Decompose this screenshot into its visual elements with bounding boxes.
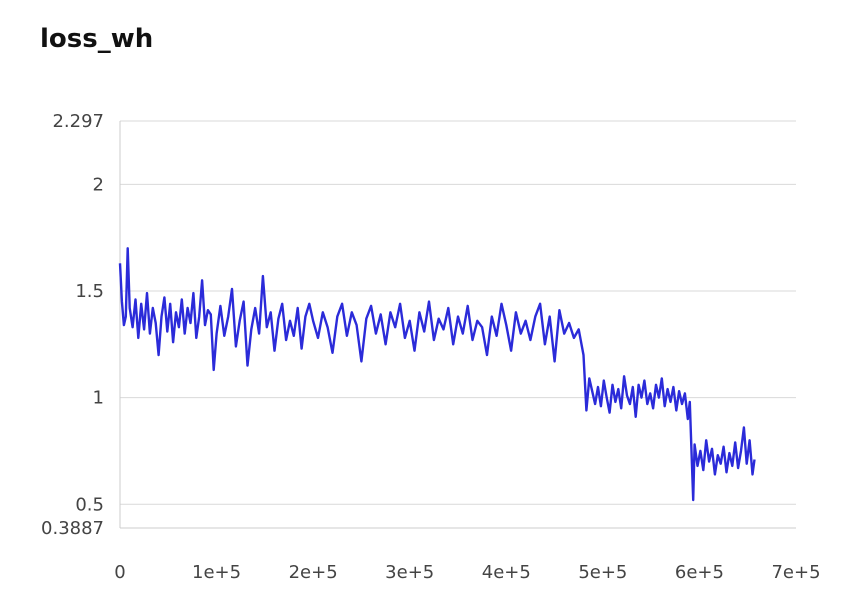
x-tick-label: 6e+5	[675, 562, 724, 583]
y-tick-label: 1	[93, 388, 104, 409]
x-tick-label: 5e+5	[578, 562, 627, 583]
y-tick-label: 2	[93, 174, 104, 195]
x-tick-label: 7e+5	[771, 562, 820, 583]
y-tick-label: 0.5	[75, 494, 104, 515]
series-line	[118, 247, 756, 502]
x-tick-label: 1e+5	[192, 562, 241, 583]
chart-title: loss_wh	[40, 24, 154, 54]
x-tick-label: 2e+5	[289, 562, 338, 583]
x-tick-label: 3e+5	[385, 562, 434, 583]
y-tick-label: 2.297	[52, 111, 104, 132]
y-tick-label: 1.5	[75, 281, 104, 302]
y-tick-label: 0.3887	[41, 518, 104, 539]
x-axis-ticks: 0 1e+5 2e+5 3e+5 4e+5 5e+5 6e+5 7e+5	[114, 562, 820, 583]
x-tick-label: 4e+5	[482, 562, 531, 583]
x-tick-label: 0	[114, 562, 125, 583]
y-axis-ticks: 0.3887 0.5 1 1.5 2 2.297	[41, 111, 104, 539]
